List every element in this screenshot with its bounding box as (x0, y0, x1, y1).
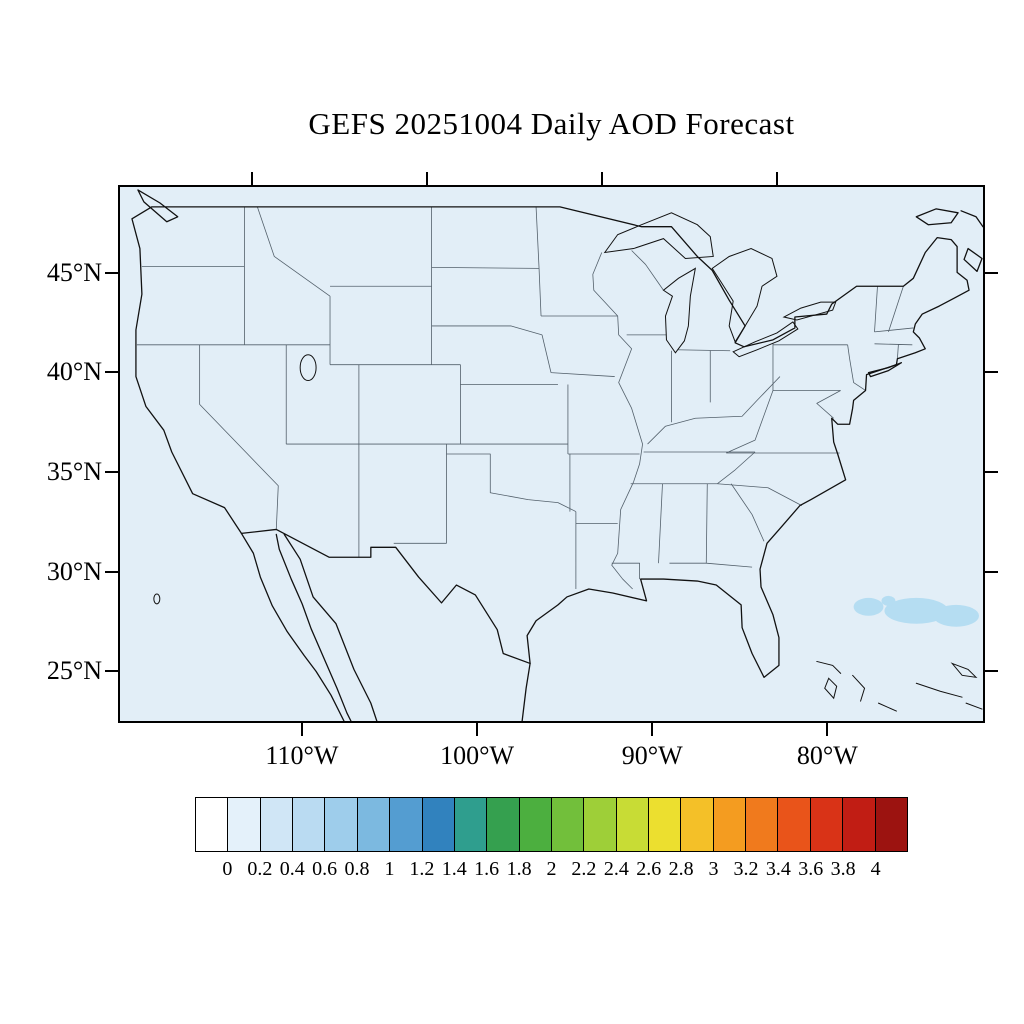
great-salt-lake (299, 354, 317, 382)
colorbar-cell (518, 798, 551, 851)
colorbar-cell (421, 798, 454, 851)
colorbar-cell (712, 798, 746, 851)
colorbar-cell (486, 798, 519, 851)
colorbar-cell (680, 798, 713, 851)
colorbar-cell (615, 798, 649, 851)
colorbar-tick-label: 3.8 (830, 858, 856, 880)
colorbar-cell (196, 798, 228, 851)
lat-tick (105, 371, 118, 374)
colorbar-cell (842, 798, 875, 851)
colorbar-cell (745, 798, 778, 851)
lat-tick (105, 271, 118, 274)
great-lakes (299, 212, 837, 382)
colorbar-cell (453, 798, 487, 851)
colorbar-tick-label: 0.4 (279, 858, 305, 880)
lon-tick (826, 723, 829, 736)
long-island (867, 362, 903, 378)
colorbar-tick-label: 1 (384, 858, 395, 880)
lat-tick-label: 40°N (46, 357, 102, 387)
colorbar-tick-label: 0.2 (247, 858, 273, 880)
plot-title: GEFS 20251004 Daily AOD Forecast (308, 106, 795, 141)
colorbar-cell (809, 798, 843, 851)
colorbar-tick-label: 3 (708, 858, 719, 880)
lon-tick-label: 90°W (621, 741, 683, 770)
colorbar-tick-label: 2.2 (571, 858, 597, 880)
vancouver-island (137, 189, 179, 223)
lon-tick (300, 723, 303, 736)
colorbar-tick-label: 1.2 (409, 858, 435, 880)
colorbar-cell (583, 798, 616, 851)
colorbar-cell (292, 798, 325, 851)
lake-huron (711, 248, 778, 343)
lat-tick-label: 35°N (46, 456, 102, 486)
surrounding-coasts (137, 189, 983, 721)
lon-tick-label: 110°W (265, 741, 339, 770)
colorbar-cell (874, 798, 907, 851)
colorbar-tick-label: 4 (870, 858, 881, 880)
lake-michigan (662, 267, 697, 354)
island-speck (153, 593, 161, 605)
colorbar-tick-label: 2.4 (603, 858, 629, 880)
coastline-path (131, 206, 970, 678)
lat-tick-right (985, 371, 998, 374)
colorbar-cell (550, 798, 584, 851)
colorbar-tick-label: 0.8 (344, 858, 370, 880)
mexico-baja-coast (240, 532, 531, 721)
lon-tick-top (601, 172, 604, 185)
lon-tick-top (426, 172, 429, 185)
lat-tick-label: 25°N (46, 656, 102, 686)
lon-tick (476, 723, 479, 736)
lat-tick-right (985, 670, 998, 673)
lon-tick-top (250, 172, 253, 185)
colorbar-tick-label: 0 (222, 858, 233, 880)
lon-tick-top (776, 172, 779, 185)
lat-tick (105, 470, 118, 473)
lon-tick-label: 80°W (796, 741, 858, 770)
colorbar-cell (356, 798, 390, 851)
colorbar-tick-label: 2 (546, 858, 557, 880)
colorbar-labels: 0 0.2 0.4 0.6 0.8 1 1.2 1.4 1.6 1.8 2 2.2 2.4 2.6 2.8 3… (195, 858, 908, 884)
lat-tick-label: 30°N (46, 556, 102, 586)
canadian-maritimes (915, 208, 983, 273)
colorbar-tick-label: 1.6 (474, 858, 500, 880)
colorbar (195, 797, 908, 852)
colorbar-cell (777, 798, 810, 851)
lat-tick-right (985, 271, 998, 274)
lake-ontario (782, 301, 837, 321)
colorbar-cell (324, 798, 357, 851)
lon-tick-label: 100°W (440, 741, 515, 770)
colorbar-cell (389, 798, 422, 851)
lat-tick (105, 670, 118, 673)
lon-tick (651, 723, 654, 736)
colorbar-tick-label: 1.8 (506, 858, 532, 880)
lat-tick (105, 570, 118, 573)
colorbar-tick-label: 0.6 (312, 858, 338, 880)
lake-erie (732, 321, 799, 358)
colorbar-cell (648, 798, 681, 851)
lat-tick-label: 45°N (46, 257, 102, 287)
us-map-svg (131, 189, 983, 721)
bahamas-islands (816, 660, 983, 712)
aod-patch (853, 595, 980, 627)
lake-superior (603, 212, 714, 259)
colorbar-tick-label: 2.6 (636, 858, 662, 880)
map-frame (118, 185, 985, 723)
colorbar-tick-label: 3.2 (733, 858, 759, 880)
lat-tick-right (985, 570, 998, 573)
lat-tick-right (985, 470, 998, 473)
colorbar-tick-label: 2.8 (668, 858, 694, 880)
colorbar-tick-label: 3.6 (798, 858, 824, 880)
colorbar-tick-label: 3.4 (765, 858, 791, 880)
colorbar-cell (227, 798, 260, 851)
colorbar-tick-label: 1.4 (441, 858, 467, 880)
colorbar-cell (259, 798, 293, 851)
state-borders-path (136, 206, 914, 590)
